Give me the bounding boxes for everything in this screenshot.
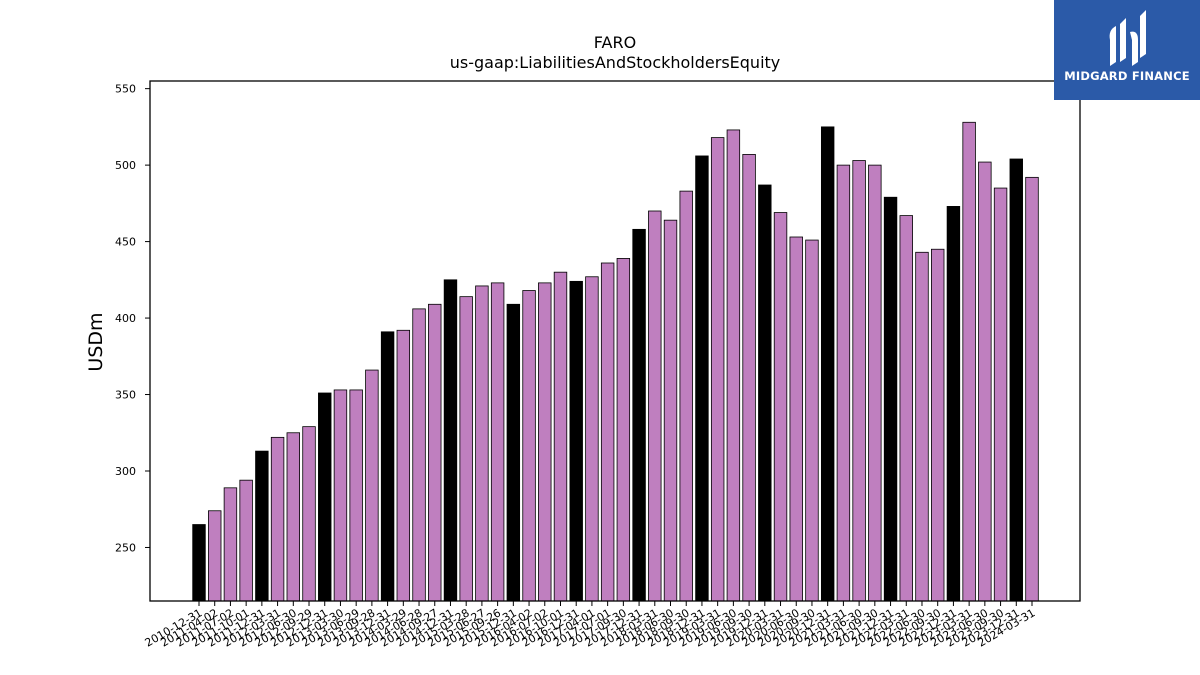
bar-2023-06-30 [978,161,992,602]
bar-2012-12-31 [318,392,332,602]
y-tick-label: 450 [115,236,136,249]
x-axis-ticks: 2010-12-312011-04-022011-07-022011-10-01… [143,601,1038,650]
y-axis-label: USDm [85,312,107,371]
bar-2019-09-30 [742,154,756,602]
bar-2011-04-02 [208,510,222,602]
bar-2011-07-02 [223,487,238,602]
bar-2013-03-30 [333,389,348,602]
bar-2022-03-31 [899,215,913,602]
bar-2013-06-29 [349,389,363,602]
bar-2019-06-30 [726,129,741,602]
bar-2021-06-30 [852,160,866,602]
bar-2012-06-30 [286,432,301,602]
bar-2017-04-01 [585,276,599,602]
bar-2010-12-31 [192,524,206,602]
bar-2024-03-31 [1025,176,1039,602]
y-axis-ticks: 250 300 350 400 450 500 550 [115,83,150,554]
y-tick-label: 400 [115,312,136,325]
bar-2022-09-30 [931,248,945,602]
bar-2021-09-30 [868,164,882,602]
bars-group [192,121,1039,602]
bar-2015-12-31 [506,303,521,602]
bar-2012-09-29 [302,426,316,602]
bar-2014-12-31 [443,279,458,602]
y-tick-label: 350 [115,389,136,402]
bar-2020-06-30 [789,236,803,602]
y-tick-label: 300 [115,465,136,478]
bar-2015-09-26 [490,282,505,602]
bar-2023-03-31 [962,121,976,602]
bar-2016-07-02 [538,282,552,602]
bar-2014-06-28 [412,308,426,602]
midgard-logo-icon [1109,10,1146,67]
y-tick-label: 550 [115,83,136,96]
chart-subtitle: us-gaap:LiabilitiesAndStockholdersEquity [450,53,781,72]
bar-2021-12-31 [883,196,898,602]
bar-2013-12-31 [380,331,395,602]
y-tick-label: 500 [115,159,136,172]
logo-text: MIDGARD FINANCE [1064,69,1190,83]
bar-2018-09-30 [679,190,693,602]
bar-2016-12-31 [569,280,583,602]
plot-frame [149,80,1081,602]
bar-2017-09-30 [616,258,631,602]
bar-2014-03-29 [396,329,411,602]
bar-2020-12-31 [820,126,835,602]
bar-2020-03-31 [773,212,788,602]
logo: MIDGARD FINANCE [1054,0,1200,100]
bar-2018-03-31 [648,210,662,602]
bar-2016-10-01 [553,271,568,602]
bar-2018-06-30 [663,219,678,602]
bar-2012-03-31 [270,436,285,602]
bar-2018-12-31 [695,155,709,602]
bar-2021-03-31 [836,164,851,602]
bar-2016-04-02 [522,290,536,602]
bar-2019-12-31 [758,184,772,602]
bar-2023-12-31 [1009,158,1023,602]
bar-2020-09-30 [805,239,819,602]
bar-2015-06-27 [475,285,489,602]
bar-2022-12-31 [946,206,961,602]
bar-2017-07-01 [600,262,615,602]
bar-2015-03-28 [459,296,473,602]
bar-2014-09-27 [428,303,442,602]
bar-2022-06-30 [915,251,929,602]
bar-2023-09-30 [993,187,1008,602]
bar-2019-03-31 [710,137,725,602]
bar-2011-10-01 [239,479,253,602]
bar-2011-12-31 [255,450,269,602]
bar-2017-12-31 [632,228,646,602]
y-tick-label: 250 [115,541,136,554]
chart-title: FARO [594,33,636,52]
bar-2013-09-28 [365,369,379,602]
